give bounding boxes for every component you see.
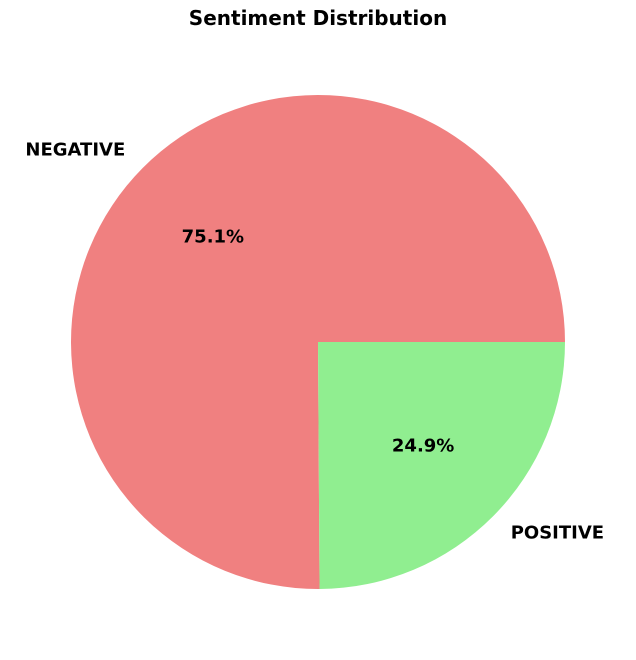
pie-slices (70, 95, 565, 589)
percent-label-positive: 24.9% (392, 435, 454, 456)
slice-label-negative: NEGATIVE (25, 139, 125, 160)
pie-labels: NEGATIVE 75.1% POSITIVE 24.9% (25, 139, 604, 543)
slice-label-positive: POSITIVE (511, 523, 604, 544)
percent-label-negative: 75.1% (182, 227, 244, 248)
pie-slice-positive (318, 342, 565, 589)
chart-title: Sentiment Distribution (189, 6, 447, 30)
